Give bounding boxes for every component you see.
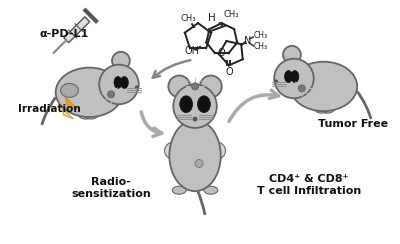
Ellipse shape xyxy=(79,111,93,119)
Circle shape xyxy=(192,117,198,122)
Circle shape xyxy=(274,80,278,83)
Ellipse shape xyxy=(165,142,184,160)
Text: N: N xyxy=(244,36,251,46)
Ellipse shape xyxy=(61,83,78,97)
Ellipse shape xyxy=(172,186,186,194)
Text: Tumor Free: Tumor Free xyxy=(318,119,388,129)
Circle shape xyxy=(192,83,198,90)
Ellipse shape xyxy=(290,62,357,111)
Ellipse shape xyxy=(315,105,329,113)
Polygon shape xyxy=(62,107,74,119)
Circle shape xyxy=(112,52,130,70)
Circle shape xyxy=(108,91,114,98)
Polygon shape xyxy=(64,17,90,43)
Ellipse shape xyxy=(169,120,221,191)
Text: O: O xyxy=(226,67,234,77)
Circle shape xyxy=(168,76,190,97)
Ellipse shape xyxy=(204,186,218,194)
Ellipse shape xyxy=(198,96,210,113)
Circle shape xyxy=(173,84,217,128)
Circle shape xyxy=(298,85,305,92)
Ellipse shape xyxy=(120,77,128,88)
Circle shape xyxy=(274,59,314,98)
Circle shape xyxy=(283,46,301,64)
Ellipse shape xyxy=(180,96,192,113)
Ellipse shape xyxy=(291,71,299,82)
Circle shape xyxy=(200,76,222,97)
Text: CH₃: CH₃ xyxy=(253,42,268,51)
Text: CH₃: CH₃ xyxy=(224,10,239,19)
Text: CH₃: CH₃ xyxy=(180,14,196,23)
Ellipse shape xyxy=(206,142,226,160)
Text: H: H xyxy=(208,13,216,23)
Ellipse shape xyxy=(320,105,334,113)
Ellipse shape xyxy=(56,68,123,117)
Text: O: O xyxy=(218,48,226,58)
Ellipse shape xyxy=(84,111,98,119)
Text: OH: OH xyxy=(184,46,200,56)
Circle shape xyxy=(99,65,139,104)
Text: Irradiation: Irradiation xyxy=(18,104,81,114)
Ellipse shape xyxy=(114,77,122,88)
Polygon shape xyxy=(66,97,78,109)
Ellipse shape xyxy=(284,71,292,82)
Text: CD4⁺ & CD8⁺
T cell Infiltration: CD4⁺ & CD8⁺ T cell Infiltration xyxy=(257,174,361,196)
Circle shape xyxy=(135,85,139,89)
Text: Radio-
sensitization: Radio- sensitization xyxy=(71,177,151,199)
Text: α-PD-L1: α-PD-L1 xyxy=(40,29,89,39)
Circle shape xyxy=(195,160,203,167)
Text: CH₃: CH₃ xyxy=(253,30,268,40)
